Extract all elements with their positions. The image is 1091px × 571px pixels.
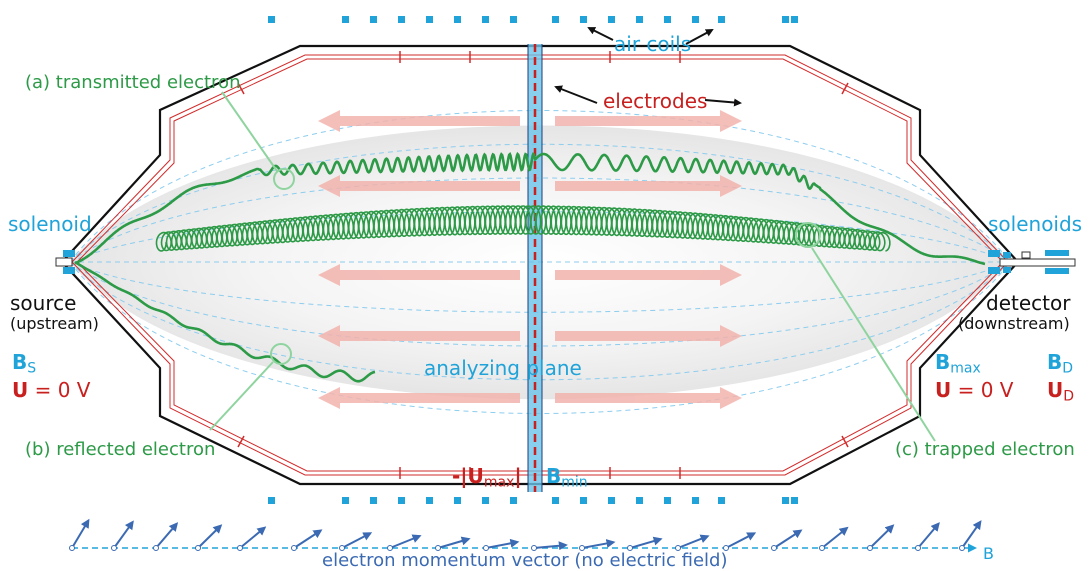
air-coils-top bbox=[268, 16, 798, 23]
momentum-origin bbox=[111, 545, 117, 551]
detector-solenoids bbox=[988, 250, 1076, 274]
momentum-arrow bbox=[773, 529, 803, 549]
momentum-origin bbox=[723, 545, 729, 551]
electrodes-label: electrodes bbox=[603, 89, 708, 113]
momentum-origin bbox=[195, 545, 201, 551]
momentum-origin bbox=[959, 545, 965, 551]
u-detector-label: UD bbox=[1047, 378, 1075, 405]
transmitted-electron-label: (a) transmitted electron bbox=[25, 72, 241, 93]
momentum-origin bbox=[435, 545, 441, 551]
momentum-origin bbox=[69, 545, 75, 551]
momentum-origin bbox=[531, 545, 537, 551]
momentum-origin bbox=[819, 545, 825, 551]
trapped-trajectory bbox=[155, 205, 891, 252]
reflected-trajectory bbox=[74, 260, 376, 383]
momentum-arrow bbox=[113, 520, 134, 549]
pointer-arrows bbox=[554, 27, 742, 107]
momentum-origin bbox=[387, 545, 393, 551]
trajectories bbox=[74, 151, 986, 383]
momentum-row bbox=[69, 518, 982, 553]
transmitted-trajectory bbox=[74, 151, 986, 266]
b-max-label: Bmax bbox=[935, 350, 981, 377]
momentum-origin bbox=[771, 545, 777, 551]
momentum-arrow bbox=[155, 522, 179, 549]
flow-arrows bbox=[318, 110, 742, 409]
momentum-arrow bbox=[485, 538, 520, 549]
detector-label: detector bbox=[986, 291, 1071, 315]
momentum-arrow bbox=[869, 524, 895, 549]
b-axis-label: B bbox=[983, 544, 994, 563]
momentum-arrow bbox=[239, 526, 267, 549]
momentum-vector-label: electron momentum vector (no electric fi… bbox=[322, 550, 728, 571]
momentum-arrow bbox=[725, 532, 757, 549]
analyzing-plane-label: analyzing plane bbox=[424, 356, 582, 380]
momentum-arrow bbox=[917, 522, 940, 549]
b-min-label: Bmin bbox=[546, 464, 588, 491]
callouts bbox=[209, 91, 936, 442]
momentum-arrow bbox=[389, 534, 422, 549]
b-source-label: BS bbox=[12, 350, 37, 377]
momentum-arrow bbox=[533, 541, 568, 551]
momentum-arrow bbox=[629, 536, 663, 549]
momentum-origin bbox=[291, 545, 297, 551]
momentum-arrow bbox=[821, 526, 849, 549]
trapped-electron-label: (c) trapped electron bbox=[895, 439, 1075, 460]
momentum-origin bbox=[627, 545, 633, 551]
momentum-arrow bbox=[437, 536, 471, 549]
u-max-label: -|Umax| bbox=[452, 464, 522, 491]
downstream-label: (downstream) bbox=[958, 314, 1070, 333]
solenoids-label: solenoids bbox=[988, 212, 1083, 236]
b-detector-label: BD bbox=[1047, 350, 1074, 377]
analyzing-plane-line bbox=[527, 44, 543, 492]
momentum-arrow bbox=[341, 532, 373, 549]
solenoid-label: solenoid bbox=[8, 212, 92, 236]
momentum-arrow bbox=[961, 520, 982, 549]
momentum-arrow bbox=[197, 524, 223, 549]
air-coils-label: air coils bbox=[614, 32, 692, 56]
momentum-origin bbox=[867, 545, 873, 551]
momentum-origin bbox=[339, 545, 345, 551]
reflected-electron-label: (b) reflected electron bbox=[25, 439, 216, 460]
momentum-origin bbox=[483, 545, 489, 551]
momentum-origin bbox=[915, 545, 921, 551]
air-coils-bottom bbox=[268, 497, 798, 504]
u-source-label: U = 0 V bbox=[12, 378, 91, 402]
momentum-arrow bbox=[293, 529, 323, 549]
u-zero-detector-label: U = 0 V bbox=[935, 378, 1014, 402]
momentum-arrow bbox=[677, 534, 710, 549]
momentum-arrow bbox=[581, 539, 616, 549]
source-label: source bbox=[10, 291, 77, 315]
momentum-origin bbox=[579, 545, 585, 551]
momentum-origin bbox=[675, 545, 681, 551]
momentum-origin bbox=[237, 545, 243, 551]
momentum-origin bbox=[153, 545, 159, 551]
electrode-ticks bbox=[237, 51, 849, 479]
upstream-label: (upstream) bbox=[10, 314, 99, 333]
momentum-arrow bbox=[71, 518, 90, 549]
source-solenoid bbox=[55, 250, 75, 274]
